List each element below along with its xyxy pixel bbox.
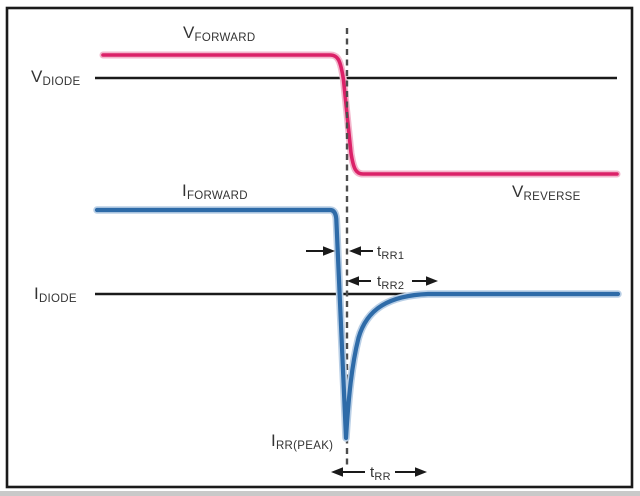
trr2-right-arrowhead-icon (426, 276, 438, 286)
i-diode-symbol: I (34, 284, 39, 303)
t-rr1-label: tRR1 (377, 243, 405, 262)
t-rr2-subscript: RR2 (381, 279, 405, 292)
i-diode-label: IDIODE (34, 284, 77, 305)
i-rr-peak-subscript: RR(PEAK) (275, 440, 334, 452)
i-forward-subscript: FORWARD (186, 190, 248, 202)
v-forward-label: VFORWARD (183, 23, 256, 44)
v-diode-label: VDIODE (31, 67, 81, 88)
trr1-measure-arrows (306, 246, 373, 256)
voltage-waveform-halo (99, 51, 621, 178)
t-rr1-subscript: RR1 (381, 249, 405, 262)
v-reverse-subscript: REVERSE (523, 191, 581, 203)
v-reverse-label: VREVERSE (512, 182, 581, 203)
i-diode-subscript: DIODE (38, 293, 77, 305)
v-reverse-symbol: V (512, 182, 524, 201)
current-waveform-halo (93, 206, 622, 442)
trr-left-arrowhead-icon (331, 467, 343, 477)
bottom-strip (0, 491, 640, 496)
trr-right-arrowhead-icon (415, 467, 427, 477)
trr-measure-arrows (331, 467, 427, 477)
v-forward-symbol: V (183, 23, 195, 42)
t-rr-subscript: RR (374, 470, 391, 483)
frame-border (5, 6, 634, 489)
v-diode-subscript: DIODE (42, 76, 81, 88)
i-rr-peak-label: IRR(PEAK) (271, 431, 334, 452)
trr1-right-arrowhead-icon (323, 246, 335, 256)
voltage-waveform (101, 53, 619, 176)
t-rr2-symbol: t (377, 273, 382, 290)
t-rr-label: tRR (370, 464, 391, 483)
i-forward-label: IFORWARD (182, 181, 248, 202)
trr2-left-arrowhead-icon (347, 276, 359, 286)
v-forward-subscript: FORWARD (194, 32, 256, 44)
current-waveform (94, 207, 621, 441)
i-forward-symbol: I (182, 181, 187, 200)
trr1-left-arrowhead-icon (349, 246, 361, 256)
i-rr-peak-symbol: I (271, 431, 276, 450)
v-diode-symbol: V (31, 67, 43, 86)
trr2-measure-arrows (347, 276, 438, 286)
t-rr2-label: tRR2 (377, 273, 405, 292)
t-rr1-symbol: t (377, 243, 382, 260)
t-rr-symbol: t (370, 464, 375, 481)
